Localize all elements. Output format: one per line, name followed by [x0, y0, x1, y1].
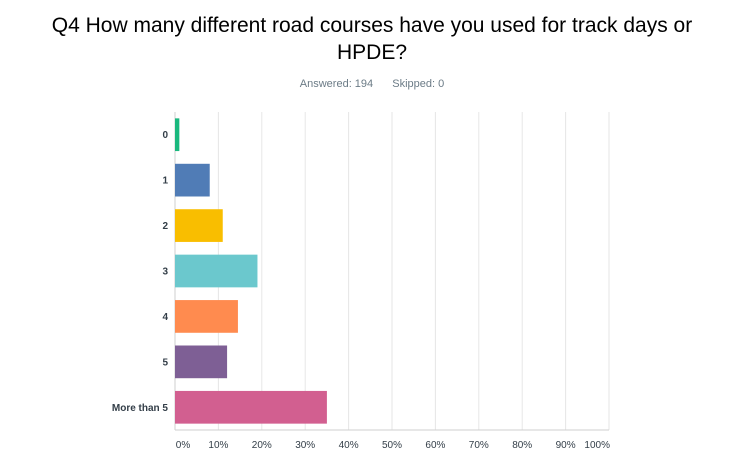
x-tick-label: 20% [252, 440, 272, 451]
category-label: 5 [162, 357, 168, 368]
category-label: 2 [162, 221, 168, 232]
category-label: 3 [162, 267, 168, 278]
x-tick-label: 100% [584, 440, 610, 451]
bar [175, 163, 210, 197]
category-label: 0 [162, 130, 168, 141]
x-tick-label: 90% [556, 440, 576, 451]
x-tick-label: 80% [512, 440, 532, 451]
skipped-count: Skipped: 0 [392, 78, 445, 90]
x-tick-label: 60% [425, 440, 445, 451]
answered-count: Answered: 194 [299, 78, 374, 90]
question-title: Q4 How many different road courses have … [51, 14, 693, 64]
x-tick-label: 70% [469, 440, 489, 451]
bar [175, 390, 327, 424]
bar [175, 300, 238, 333]
x-tick-label: 30% [295, 440, 315, 451]
bar [175, 118, 180, 152]
response-stats: Answered: 194 Skipped: 0 [0, 78, 744, 90]
category-label: 4 [162, 312, 168, 323]
x-tick-label: 50% [382, 440, 402, 451]
category-label: More than 5 [112, 403, 169, 414]
category-label: 1 [162, 176, 168, 187]
x-tick-label: 10% [208, 440, 228, 451]
bar [175, 254, 258, 288]
x-tick-label: 40% [339, 440, 359, 451]
bar [175, 209, 223, 242]
x-tick-label: 0% [176, 440, 191, 451]
bar [175, 345, 228, 379]
